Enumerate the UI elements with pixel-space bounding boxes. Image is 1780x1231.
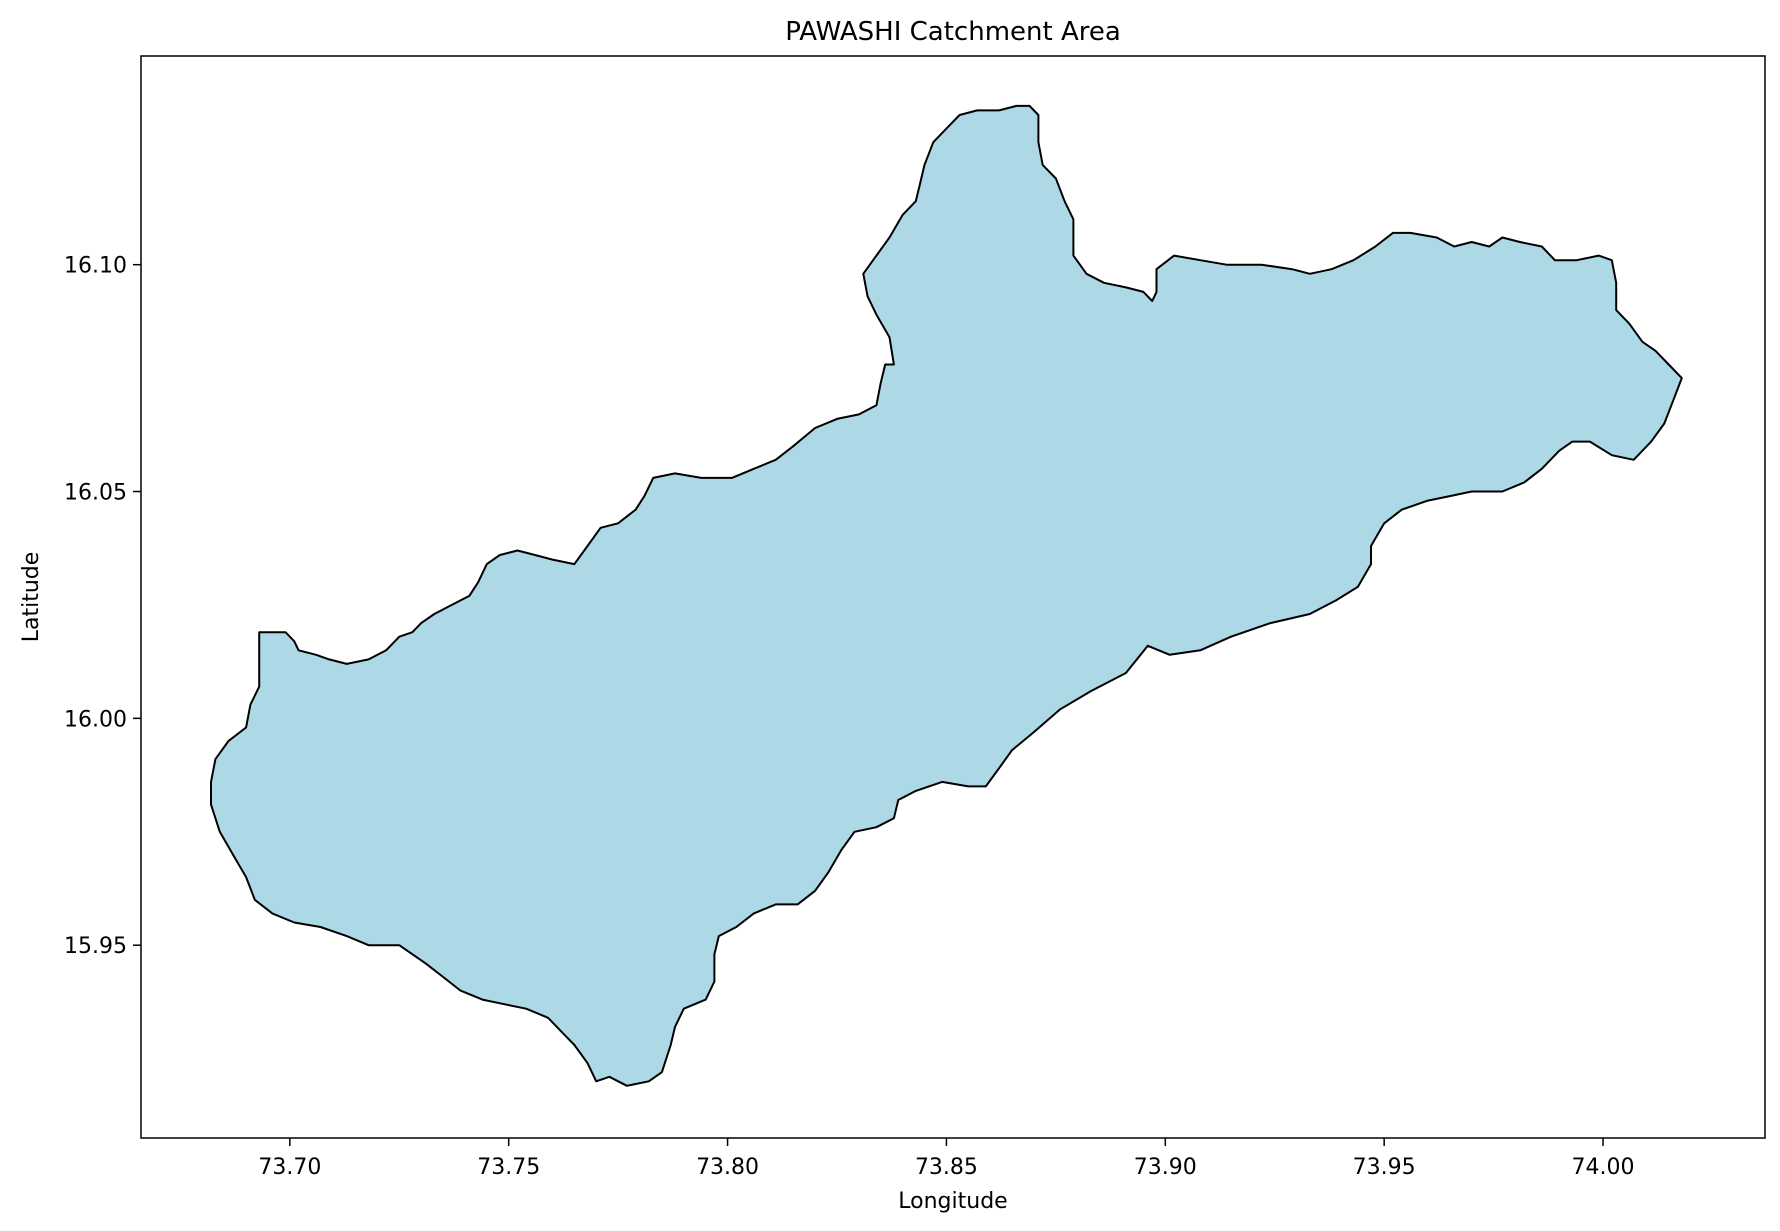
y-tick-label: 16.10 [64,254,127,279]
y-tick-label: 16.00 [64,707,127,732]
axes-frame [140,55,1766,1139]
x-axis-ticks: 73.70 73.75 73.80 73.85 73.90 73.95 74.00 [258,1138,1635,1180]
y-tick-label: 16.05 [64,481,127,506]
chart-title: PAWASHI Catchment Area [785,17,1121,47]
x-tick-label: 73.75 [477,1155,540,1180]
y-tick-label: 15.95 [64,934,127,959]
y-axis-label: Latitude [19,552,44,643]
y-axis-ticks: 15.95 16.00 16.05 16.10 [64,254,141,959]
catchment-polygon [210,104,1683,1087]
x-tick-label: 73.95 [1353,1155,1416,1180]
plot-area [140,55,1766,1139]
x-tick-label: 73.85 [915,1155,978,1180]
x-axis-label: Longitude [898,1189,1007,1214]
x-tick-label: 73.80 [696,1155,759,1180]
x-tick-label: 73.90 [1134,1155,1197,1180]
x-tick-label: 74.00 [1572,1155,1635,1180]
x-tick-label: 73.70 [258,1155,321,1180]
